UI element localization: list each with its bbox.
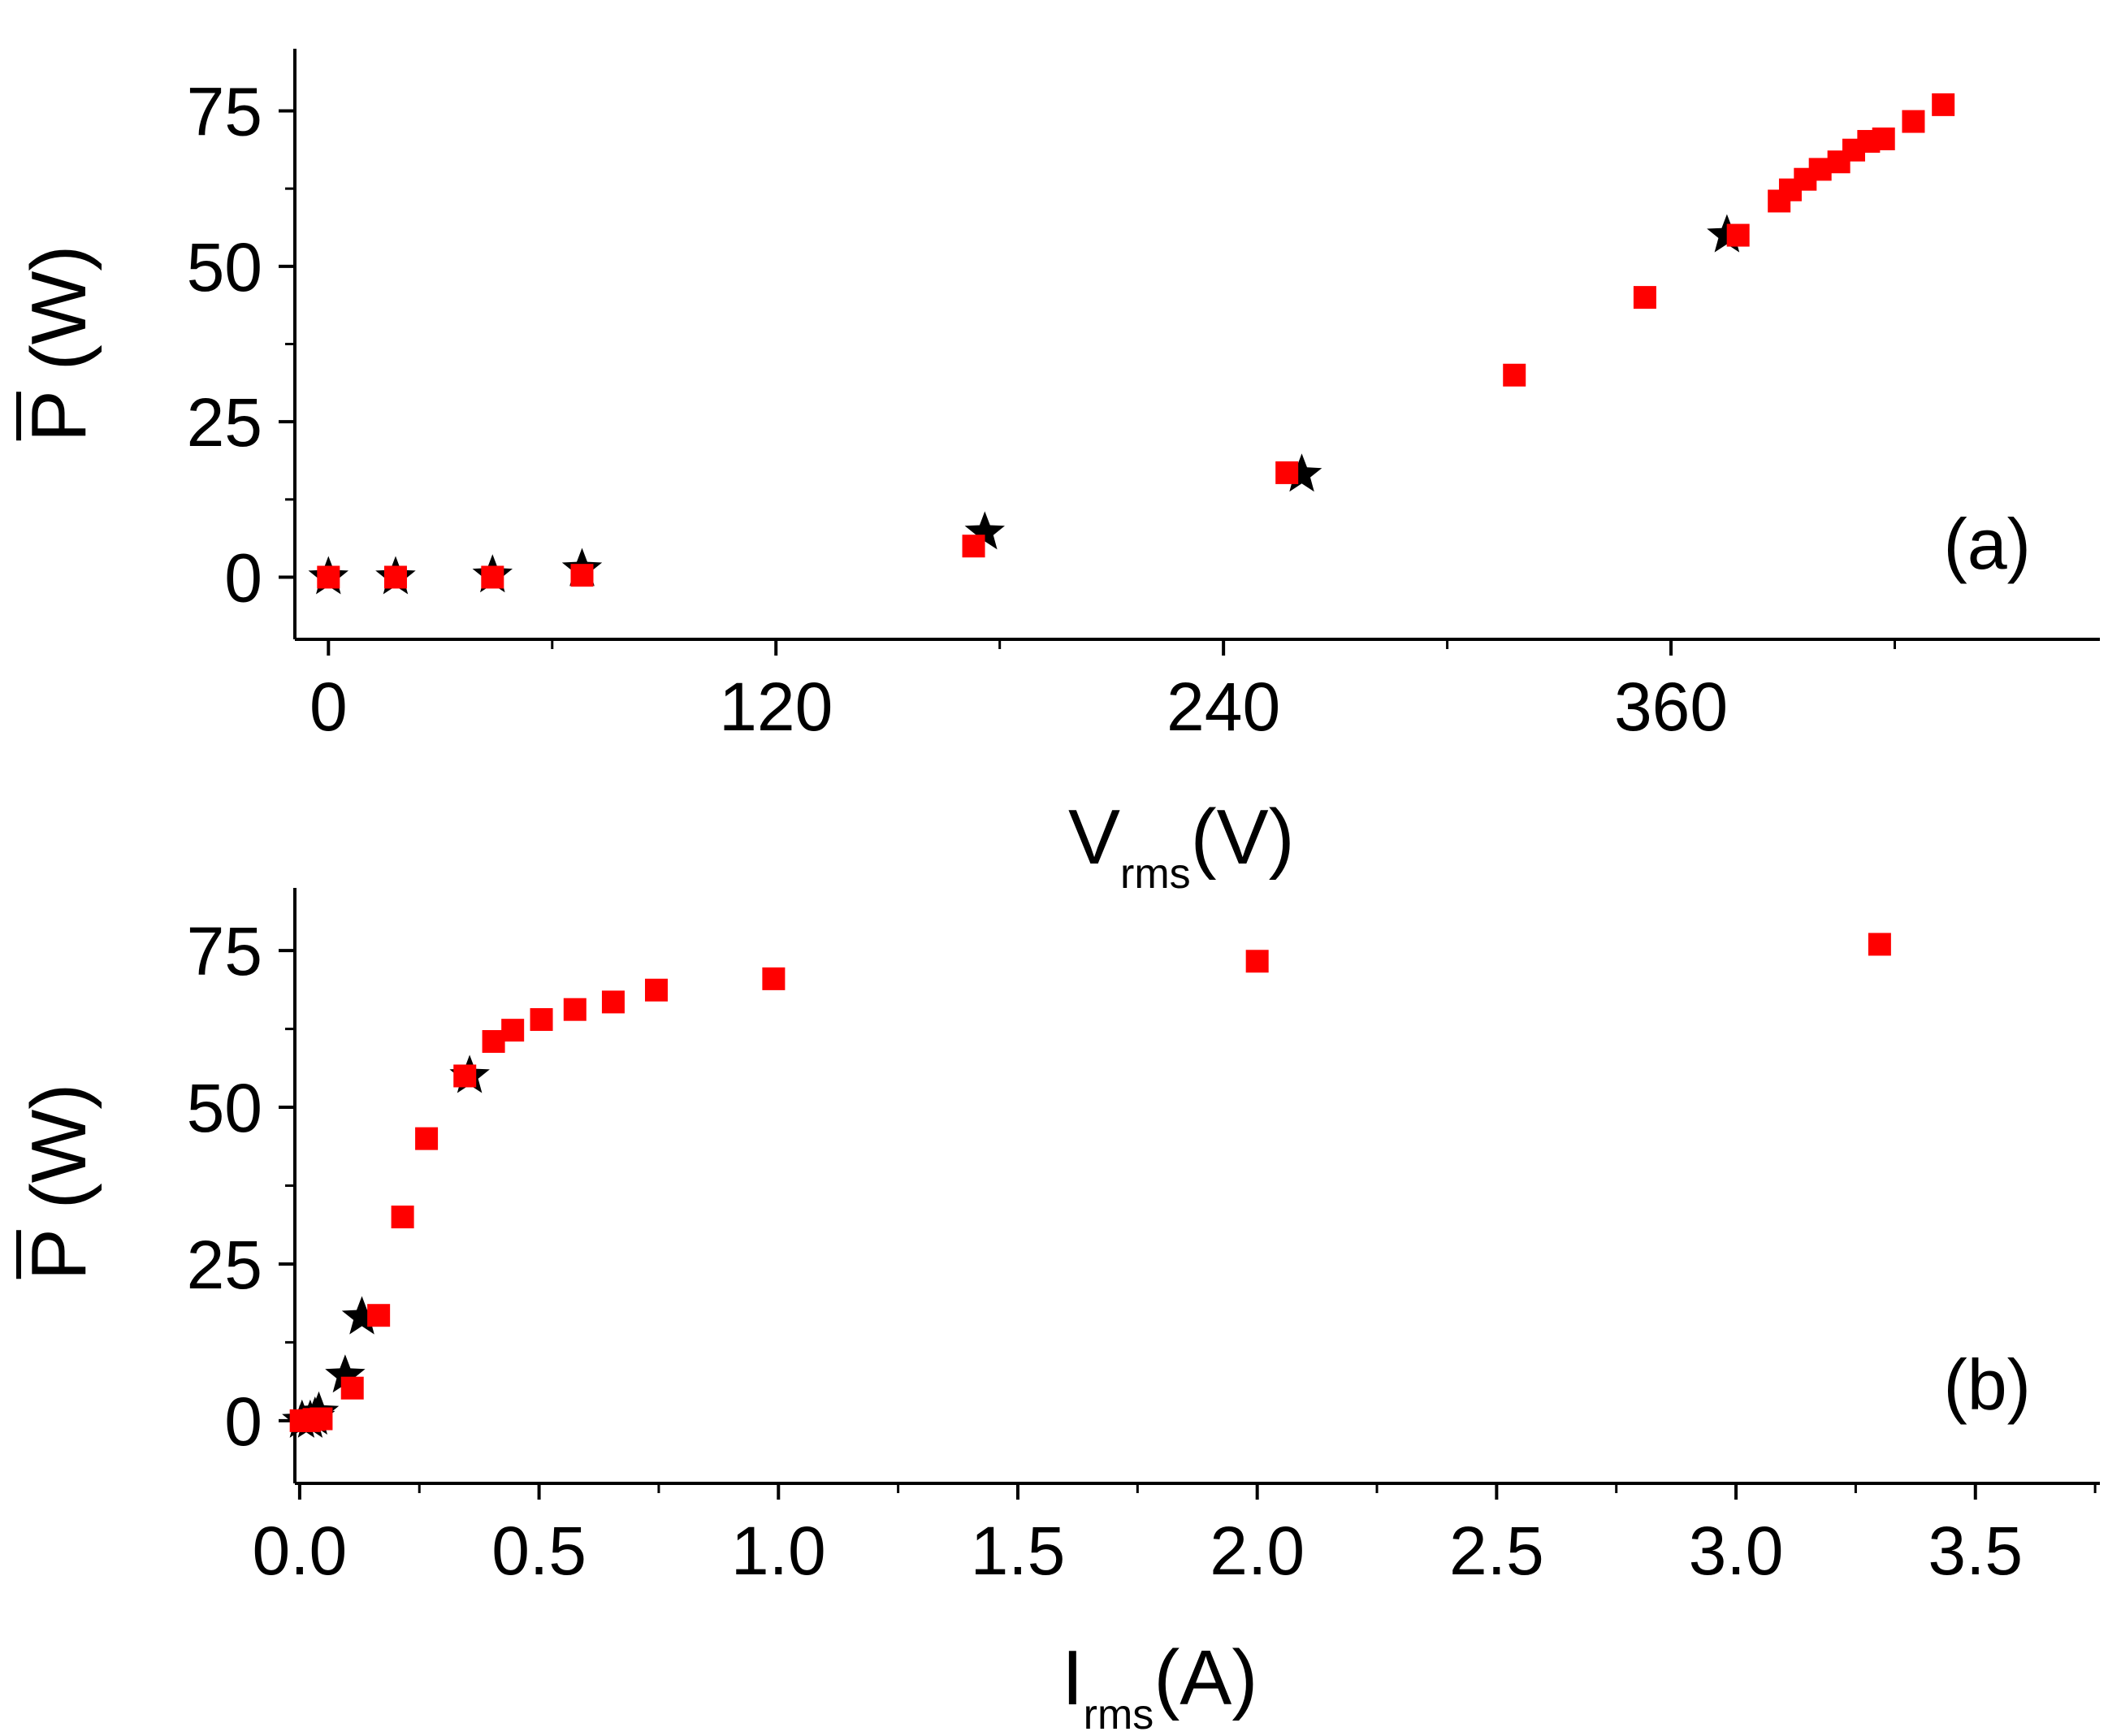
y-axis-title-unit: (W)	[15, 245, 102, 371]
data-point-square	[367, 1304, 391, 1327]
data-point-square	[1633, 286, 1656, 310]
x-tick-label: 0	[309, 669, 348, 745]
y-tick-label: 25	[187, 1227, 262, 1303]
x-axis-title: Vrms(V)	[1068, 794, 1295, 898]
data-point-square	[391, 1206, 414, 1229]
y-tick-label: 75	[187, 913, 262, 989]
x-axis-title-sub: rms	[1120, 851, 1191, 898]
data-point-square	[1902, 110, 1925, 133]
x-tick-label: 240	[1167, 669, 1280, 745]
data-point-square	[1503, 363, 1526, 387]
data-point-square	[1726, 223, 1750, 247]
x-tick-label: 2.0	[1210, 1513, 1305, 1589]
data-point-square	[1932, 93, 1955, 116]
data-point-square	[530, 1008, 553, 1032]
y-axis-title-symbol: P	[15, 390, 102, 442]
data-point-square	[1868, 933, 1891, 956]
axis-ticks: 0 120 240 360 0 25 50 75	[187, 74, 1896, 745]
y-axis-title-symbol: P	[15, 1228, 102, 1280]
panel-a: 0 120 240 360 0 25 50 75 (a) Vrms(V) P (W)	[15, 49, 2100, 898]
data-point-square	[309, 1407, 333, 1431]
data-point-square	[1872, 127, 1895, 150]
axis-ticks: 0.0 0.5 1.0 1.5 2.0 2.5 3.0 3.5 0 25 50 75	[187, 913, 2097, 1589]
x-axis-title-sub: rms	[1084, 1691, 1154, 1736]
y-tick-label: 0	[224, 539, 262, 616]
data-point-square	[762, 967, 786, 990]
x-tick-label: 2.5	[1449, 1513, 1544, 1589]
data-point-square	[415, 1127, 439, 1150]
data-point-square	[601, 990, 625, 1014]
x-tick-label: 0.0	[253, 1513, 348, 1589]
data-point-square	[317, 565, 340, 589]
data-point-square	[1275, 461, 1299, 484]
x-axis-title-unit: (A)	[1154, 1634, 1257, 1721]
y-axis-title-unit: (W)	[15, 1084, 102, 1210]
panel-b: 0.0 0.5 1.0 1.5 2.0 2.5 3.0 3.5 0 25 50 75 (b) Irms…	[15, 888, 2100, 1736]
svg-text:P(W): P (W)	[15, 1084, 102, 1281]
y-axis-title: P (W)	[15, 1084, 102, 1281]
x-axis-title-main: I	[1062, 1634, 1084, 1721]
data-point-square	[1245, 950, 1269, 973]
x-tick-label: 120	[719, 669, 833, 745]
x-tick-label: 360	[1614, 669, 1728, 745]
data-point-square	[501, 1019, 525, 1042]
data-point-star	[1281, 453, 1322, 492]
panel-label: (a)	[1943, 504, 2031, 584]
x-tick-label: 0.5	[491, 1513, 587, 1589]
data-point-square	[383, 565, 407, 589]
x-axis-title: Irms(A)	[1062, 1634, 1257, 1736]
x-tick-label: 3.5	[1928, 1513, 2023, 1589]
x-tick-label: 3.0	[1689, 1513, 1784, 1589]
data-point-square	[481, 565, 504, 589]
x-tick-label: 1.0	[731, 1513, 826, 1589]
data-point-square	[563, 998, 587, 1021]
data-point-square	[453, 1064, 477, 1088]
data-marks	[308, 93, 1955, 595]
data-point-star	[325, 1354, 366, 1393]
y-tick-label: 0	[224, 1383, 262, 1460]
data-point-square	[340, 1376, 364, 1400]
panel-label: (b)	[1943, 1344, 2031, 1425]
data-point-star	[341, 1296, 383, 1335]
y-tick-label: 50	[187, 1070, 262, 1146]
x-axis-title-main: V	[1068, 794, 1120, 881]
data-point-star	[964, 511, 1005, 550]
y-tick-label: 50	[187, 229, 262, 305]
x-axis-title-unit: (V)	[1191, 794, 1295, 881]
y-tick-label: 75	[187, 74, 262, 150]
y-tick-label: 25	[187, 384, 262, 461]
y-axis-title: P (W)	[15, 245, 102, 443]
data-point-square	[482, 1030, 505, 1054]
data-point-square	[962, 535, 985, 558]
data-marks	[282, 933, 1891, 1438]
x-tick-label: 1.5	[971, 1513, 1066, 1589]
data-point-square	[570, 564, 594, 587]
svg-text:P(W): P (W)	[15, 245, 102, 443]
data-point-square	[644, 978, 668, 1002]
